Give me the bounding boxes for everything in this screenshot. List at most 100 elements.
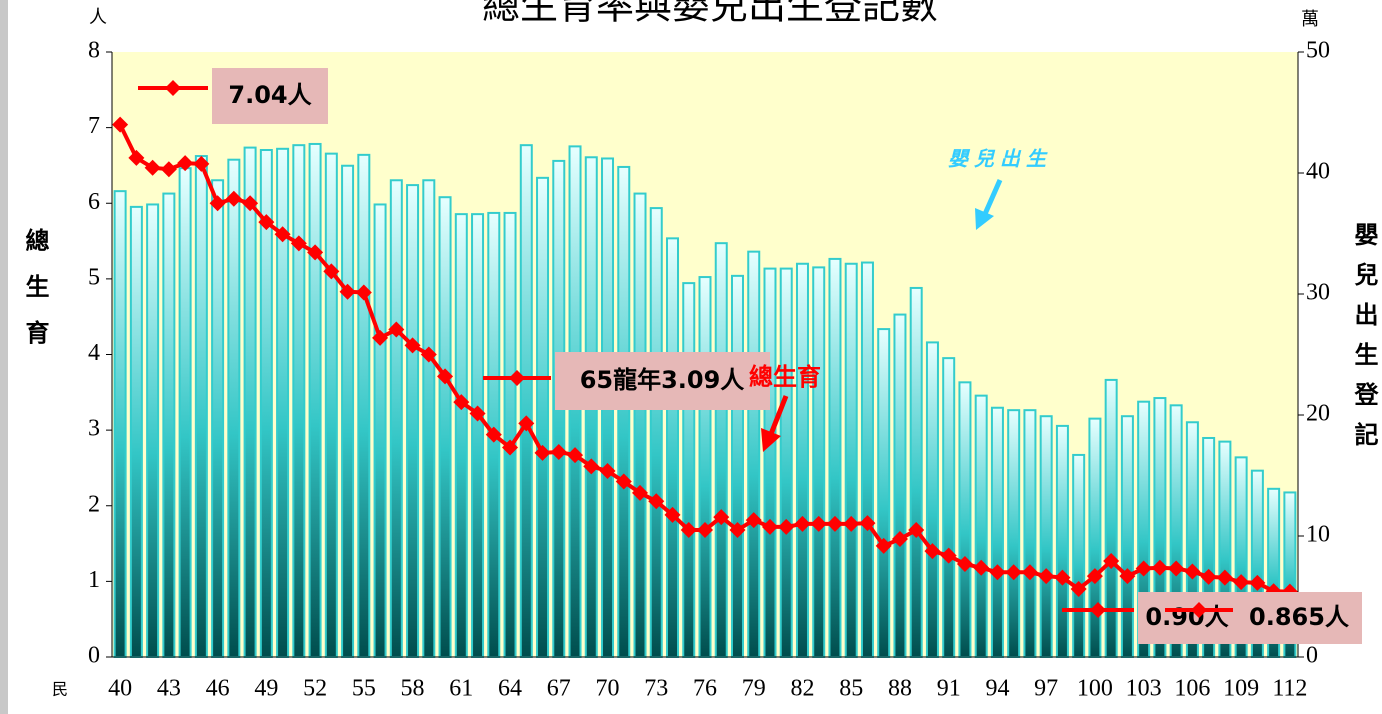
point [1168, 560, 1185, 577]
x-tick-label: 61 [449, 676, 473, 702]
y-tick-label: 6 [88, 189, 100, 215]
point [940, 547, 957, 564]
bar [292, 144, 306, 658]
x-tick-label: 97 [1034, 676, 1058, 702]
bar [779, 267, 793, 658]
y2-tick-label: 0 [1306, 643, 1318, 669]
y-tick-label: 1 [88, 567, 100, 593]
bar [162, 192, 176, 658]
arrowhead [975, 208, 994, 230]
x-tick-label: 103 [1126, 676, 1162, 702]
left-edge [0, 0, 8, 714]
bar [666, 237, 680, 658]
bar [471, 213, 485, 658]
bar [860, 261, 874, 658]
x-tick-label: 85 [839, 676, 863, 702]
point [1119, 568, 1136, 585]
point [404, 337, 421, 354]
bar [454, 213, 468, 658]
bar [828, 257, 842, 658]
y-tick-label: 5 [88, 264, 100, 290]
bar [1039, 415, 1053, 658]
x-tick-label: 49 [254, 676, 278, 702]
y2-tick-label: 50 [1306, 38, 1330, 64]
point [242, 195, 259, 212]
bar [649, 207, 663, 658]
bar [243, 146, 257, 658]
bar [974, 394, 988, 658]
point [664, 506, 681, 523]
annotation: 嬰兒出生 [948, 147, 1052, 171]
point [632, 484, 649, 501]
bar [146, 203, 160, 659]
y2-tick-label: 30 [1306, 280, 1330, 306]
point [355, 284, 372, 301]
bar [958, 381, 972, 658]
bar [893, 313, 907, 658]
arrow [768, 395, 789, 435]
callout-marker [165, 80, 181, 96]
y-tick-label: 4 [88, 340, 100, 366]
annotation: 總生育 [749, 363, 821, 391]
point [1038, 568, 1055, 585]
bar [990, 406, 1004, 658]
bar [536, 176, 550, 658]
callout-box [555, 352, 770, 410]
point [891, 531, 908, 548]
point [713, 509, 730, 526]
y2-axis-label: 嬰兒出生登記 [1350, 222, 1379, 462]
callout-box [1138, 592, 1237, 644]
x-tick-label: 82 [790, 676, 814, 702]
point [225, 190, 242, 207]
x-tick-label: 64 [498, 676, 522, 702]
bar [324, 152, 338, 658]
point [1249, 574, 1266, 591]
point [534, 444, 551, 461]
x-tick-label: 109 [1223, 676, 1259, 702]
bar [682, 282, 696, 658]
x-tick-label: 112 [1272, 676, 1307, 702]
point [1184, 563, 1201, 580]
bar [714, 242, 728, 658]
point [209, 195, 226, 212]
bar [1104, 378, 1118, 658]
y-tick-label: 0 [88, 643, 100, 669]
bar [422, 179, 436, 658]
arrowhead [761, 428, 781, 452]
bar [357, 153, 371, 658]
x-tick-label: 46 [206, 676, 230, 702]
point [372, 329, 389, 346]
x-tick-label: 73 [644, 676, 668, 702]
callout-marker [1090, 602, 1106, 618]
bar [1088, 417, 1102, 658]
x-tick-label: 55 [352, 676, 376, 702]
point [615, 473, 632, 490]
y-tick-label: 7 [88, 113, 100, 139]
callout-marker [509, 370, 525, 386]
point [1054, 569, 1071, 586]
bar [812, 266, 826, 658]
bar [211, 179, 225, 658]
point [453, 394, 470, 411]
bar [1120, 415, 1134, 658]
bar [113, 190, 127, 658]
point [420, 346, 437, 363]
x-tick-label: 43 [157, 676, 181, 702]
point [177, 155, 194, 172]
x-tick-label: 94 [985, 676, 1009, 702]
point [761, 518, 778, 535]
y-tick-label: 8 [88, 38, 100, 64]
bar [1007, 409, 1021, 658]
point [826, 515, 843, 532]
y-tick-label: 3 [88, 416, 100, 442]
point [973, 559, 990, 576]
point [1103, 552, 1120, 569]
point [843, 515, 860, 532]
annotation: 0.865人 [1249, 603, 1349, 631]
annotation: 0.90人 [1145, 603, 1228, 631]
bar [795, 262, 809, 658]
point [485, 426, 502, 443]
arrow [982, 178, 1003, 216]
point [1135, 560, 1152, 577]
